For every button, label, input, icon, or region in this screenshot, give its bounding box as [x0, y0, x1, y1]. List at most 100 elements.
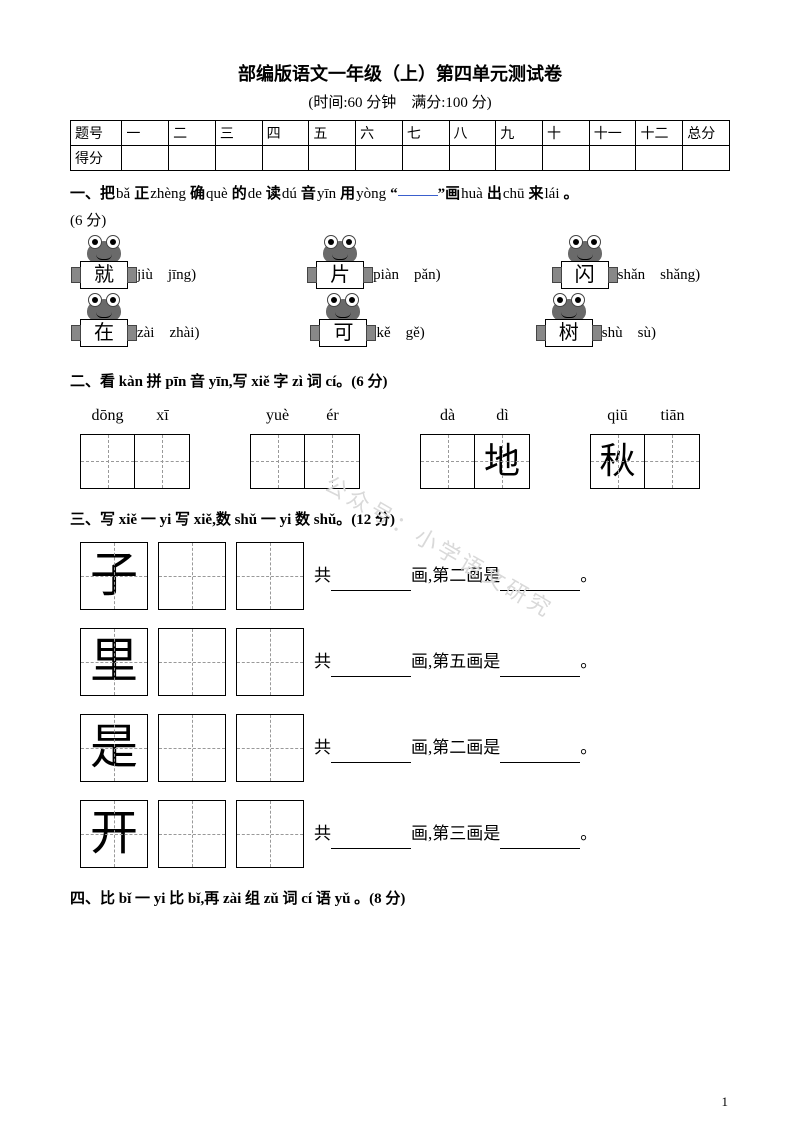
q2-group: dàdì 地 — [420, 402, 530, 489]
fill-blank[interactable] — [331, 743, 411, 763]
score-col: 九 — [496, 121, 543, 146]
write-box[interactable] — [158, 714, 226, 782]
fill-blank[interactable] — [500, 657, 580, 677]
write-box[interactable] — [305, 434, 360, 489]
pinyin-syllable: yuè — [250, 402, 305, 431]
score-cell[interactable] — [543, 146, 590, 171]
score-cell[interactable] — [215, 146, 262, 171]
write-box[interactable] — [80, 434, 135, 489]
q2-pinyin: dàdì — [420, 402, 530, 431]
score-cell[interactable] — [683, 146, 730, 171]
q3-end: 。 — [580, 652, 597, 671]
underline-blank[interactable] — [398, 195, 438, 196]
q1-head-part: què — [206, 186, 228, 202]
write-box[interactable] — [236, 542, 304, 610]
q1-head-part: “ — [390, 186, 398, 202]
score-label: 题号 — [71, 121, 122, 146]
q1-head-part: 正 — [134, 186, 149, 202]
score-cell[interactable] — [589, 146, 636, 171]
write-box[interactable] — [250, 434, 305, 489]
q1-head-part: zhèng — [150, 186, 186, 202]
question-2-head: 二、看 kàn 拼 pīn 音 yīn,写 xiě 字 zì 词 cí。(6 分… — [70, 369, 730, 396]
q3-label: 画,第二画是 — [411, 738, 500, 757]
question-1: 一、把bǎ正zhèng确què的de读dú音yīn用yòng“”画huà出chū… — [70, 181, 730, 351]
pinyin-syllable: qiū — [590, 402, 645, 431]
q1-pinyin-options[interactable]: (piàn pǎn) — [368, 262, 440, 293]
q1-head-part: bǎ — [116, 186, 130, 202]
write-box[interactable] — [420, 434, 475, 489]
q3-label: 画,第二画是 — [411, 566, 500, 585]
q3-label: 共 — [314, 652, 331, 671]
fill-blank[interactable] — [331, 829, 411, 849]
score-cell[interactable] — [356, 146, 403, 171]
frog-icon: 片 — [316, 241, 364, 293]
write-box[interactable]: 秋 — [590, 434, 645, 489]
q3-row: 子共画,第二画是。 — [80, 542, 730, 610]
fill-blank[interactable] — [331, 657, 411, 677]
q1-pinyin-options[interactable]: (kě gě) — [371, 320, 424, 351]
pinyin-syllable: dì — [475, 402, 530, 431]
q1-head-part: 的 — [232, 186, 247, 202]
write-box[interactable]: 地 — [475, 434, 530, 489]
q1-head-part: 用 — [340, 186, 355, 202]
fill-blank[interactable] — [331, 571, 411, 591]
q3-row: 是共画,第二画是。 — [80, 714, 730, 782]
q1-pinyin-options[interactable]: (shù sù) — [597, 320, 656, 351]
write-box[interactable] — [236, 800, 304, 868]
score-cell[interactable] — [169, 146, 216, 171]
table-row: 题号 一 二 三 四 五 六 七 八 九 十 十一 十二 总分 — [71, 121, 730, 146]
write-box[interactable] — [236, 628, 304, 696]
q1-head-part: 确 — [190, 186, 205, 202]
score-col: 七 — [402, 121, 449, 146]
q1-pinyin-options[interactable]: (jiù jīng) — [132, 262, 196, 293]
score-cell[interactable] — [309, 146, 356, 171]
q1-item: 片(piàn pǎn) — [316, 241, 440, 293]
q3-end: 。 — [580, 566, 597, 585]
write-box[interactable]: 是 — [80, 714, 148, 782]
q1-pinyin-options[interactable]: (zài zhài) — [132, 320, 199, 351]
score-cell[interactable] — [402, 146, 449, 171]
q1-char: 树 — [545, 319, 593, 347]
write-box[interactable]: 开 — [80, 800, 148, 868]
frog-icon: 在 — [80, 299, 128, 351]
q1-item: 就(jiù jīng) — [80, 241, 196, 293]
write-box[interactable] — [158, 800, 226, 868]
score-cell[interactable] — [449, 146, 496, 171]
page-number: 1 — [722, 1094, 729, 1110]
score-col: 十二 — [636, 121, 683, 146]
write-box[interactable]: 子 — [80, 542, 148, 610]
q3-boxes: 是 — [80, 714, 304, 782]
q1-char: 就 — [80, 261, 128, 289]
write-box[interactable] — [645, 434, 700, 489]
page-subtitle: (时间:60 分钟 满分:100 分) — [70, 91, 730, 112]
q1-head-part: 出 — [487, 186, 502, 202]
q3-end: 。 — [580, 738, 597, 757]
q1-head-part: yīn — [317, 186, 336, 202]
score-cell[interactable] — [496, 146, 543, 171]
q3-text: 共画,第三画是。 — [314, 819, 597, 850]
q3-boxes: 子 — [80, 542, 304, 610]
page-title: 部编版语文一年级（上）第四单元测试卷 — [70, 60, 730, 86]
score-col: 二 — [169, 121, 216, 146]
pinyin-syllable: ér — [305, 402, 360, 431]
write-box[interactable] — [236, 714, 304, 782]
q1-item: 闪(shǎn shǎng) — [561, 241, 700, 293]
write-box[interactable]: 里 — [80, 628, 148, 696]
pinyin-syllable: dōng — [80, 402, 135, 431]
pinyin-syllable: xī — [135, 402, 190, 431]
score-cell[interactable] — [122, 146, 169, 171]
write-box[interactable] — [158, 542, 226, 610]
q1-head-part: 一、把 — [70, 186, 115, 202]
score-cell[interactable] — [262, 146, 309, 171]
q1-pinyin-options[interactable]: (shǎn shǎng) — [613, 262, 700, 293]
score-col: 三 — [215, 121, 262, 146]
frog-icon: 就 — [80, 241, 128, 293]
write-box[interactable] — [135, 434, 190, 489]
write-box[interactable] — [158, 628, 226, 696]
score-table: 题号 一 二 三 四 五 六 七 八 九 十 十一 十二 总分 得分 — [70, 120, 730, 171]
fill-blank[interactable] — [500, 571, 580, 591]
fill-blank[interactable] — [500, 829, 580, 849]
fill-blank[interactable] — [500, 743, 580, 763]
q3-row: 开 共画,第三画是。 — [80, 800, 730, 868]
score-cell[interactable] — [636, 146, 683, 171]
